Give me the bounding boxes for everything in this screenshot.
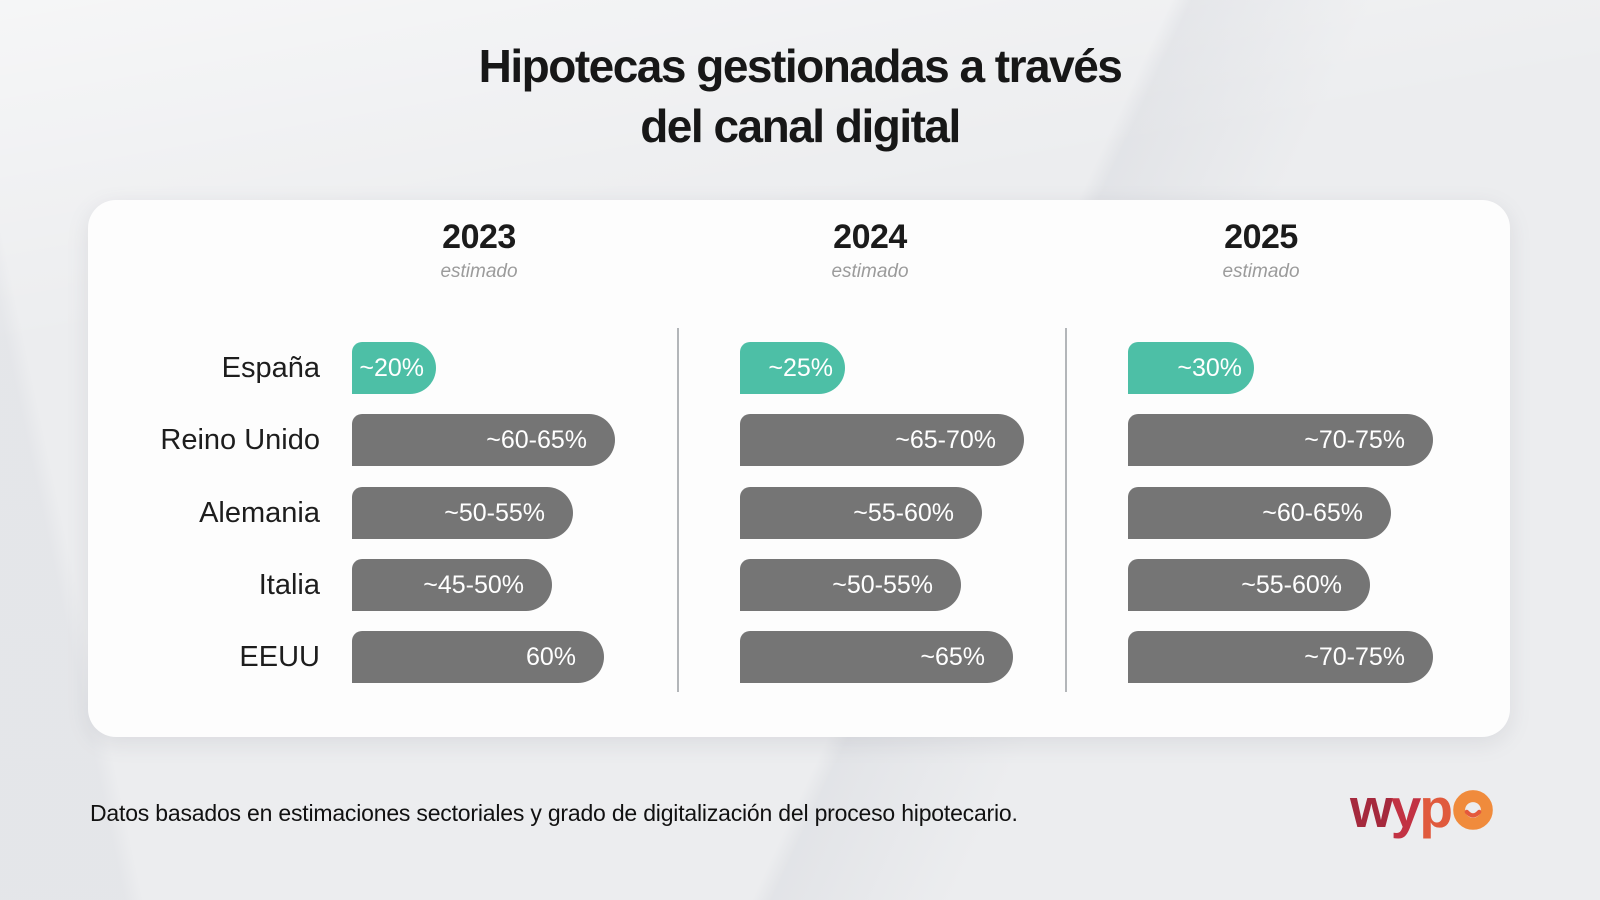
estimado-label: estimado [1222, 261, 1300, 282]
source-note: Datos basados en estimaciones sectoriale… [90, 800, 1018, 826]
bar-2023-alemania: ~50-55% [352, 487, 573, 539]
bar-value-label: ~70-75% [1304, 643, 1405, 671]
bar-value-label: ~50-55% [444, 499, 545, 527]
row-label-espana: España [221, 352, 320, 384]
column-header-2025: 2025 estimado [1101, 218, 1421, 283]
bar-value-label: ~60-65% [1262, 499, 1363, 527]
bar-value-label: ~65-70% [895, 426, 996, 454]
year-label: 2025 [1224, 218, 1298, 256]
wypo-logo: wyp [1350, 778, 1494, 838]
bar-value-label: ~50-55% [832, 571, 933, 599]
bar-2025-alemania: ~60-65% [1128, 487, 1391, 539]
column-divider [1065, 328, 1067, 692]
bar-2023-espana: ~20% [352, 342, 436, 394]
estimado-label: estimado [440, 261, 518, 282]
bar-value-label: ~65% [920, 643, 985, 671]
title-line-1: Hipotecas gestionadas a través [478, 40, 1123, 92]
logo-letter-w: w [1350, 777, 1393, 839]
bar-value-label: ~55-60% [853, 499, 954, 527]
bar-value-label: ~70-75% [1304, 426, 1405, 454]
column-header-2023: 2023 estimado [319, 218, 639, 283]
logo-letter-o-icon [1453, 790, 1493, 830]
bar-2023-italia: ~45-50% [352, 559, 552, 611]
bar-value-label: ~30% [1177, 354, 1242, 382]
bar-value-label: ~45-50% [423, 571, 524, 599]
bar-2025-eeuu: ~70-75% [1128, 631, 1433, 683]
column-header-2024: 2024 estimado [710, 218, 1030, 283]
logo-letter-y: y [1390, 777, 1422, 839]
column-divider [677, 328, 679, 692]
logo-o-smile [1464, 809, 1482, 818]
bar-value-label: ~60-65% [486, 426, 587, 454]
page-title: Hipotecas gestionadas a través del canal… [0, 36, 1600, 156]
chart-card: 2023 estimado 2024 estimado 2025 estimad… [88, 200, 1510, 737]
title-line-2: del canal digital [640, 100, 961, 152]
bar-value-label: ~55-60% [1241, 571, 1342, 599]
bar-value-label: ~25% [768, 354, 833, 382]
logo-letter-p: p [1419, 777, 1453, 839]
bar-2024-espana: ~25% [740, 342, 845, 394]
bar-2023-reino-unido: ~60-65% [352, 414, 615, 466]
bar-value-label: ~20% [359, 354, 424, 382]
bar-2024-reino-unido: ~65-70% [740, 414, 1024, 466]
row-label-alemania: Alemania [199, 497, 320, 529]
bar-2024-italia: ~50-55% [740, 559, 961, 611]
estimado-label: estimado [831, 261, 909, 282]
logo-o-ring [1453, 790, 1493, 830]
bar-2025-italia: ~55-60% [1128, 559, 1370, 611]
row-label-eeuu: EEUU [239, 641, 320, 673]
year-label: 2023 [442, 218, 516, 256]
row-label-italia: Italia [258, 569, 320, 601]
bar-2025-reino-unido: ~70-75% [1128, 414, 1433, 466]
bar-2024-alemania: ~55-60% [740, 487, 982, 539]
bar-2023-eeuu: 60% [352, 631, 604, 683]
bar-value-label: 60% [525, 643, 576, 671]
bar-2024-eeuu: ~65% [740, 631, 1013, 683]
year-label: 2024 [833, 218, 907, 256]
row-label-reino-unido: Reino Unido [160, 424, 320, 456]
bar-2025-espana: ~30% [1128, 342, 1254, 394]
